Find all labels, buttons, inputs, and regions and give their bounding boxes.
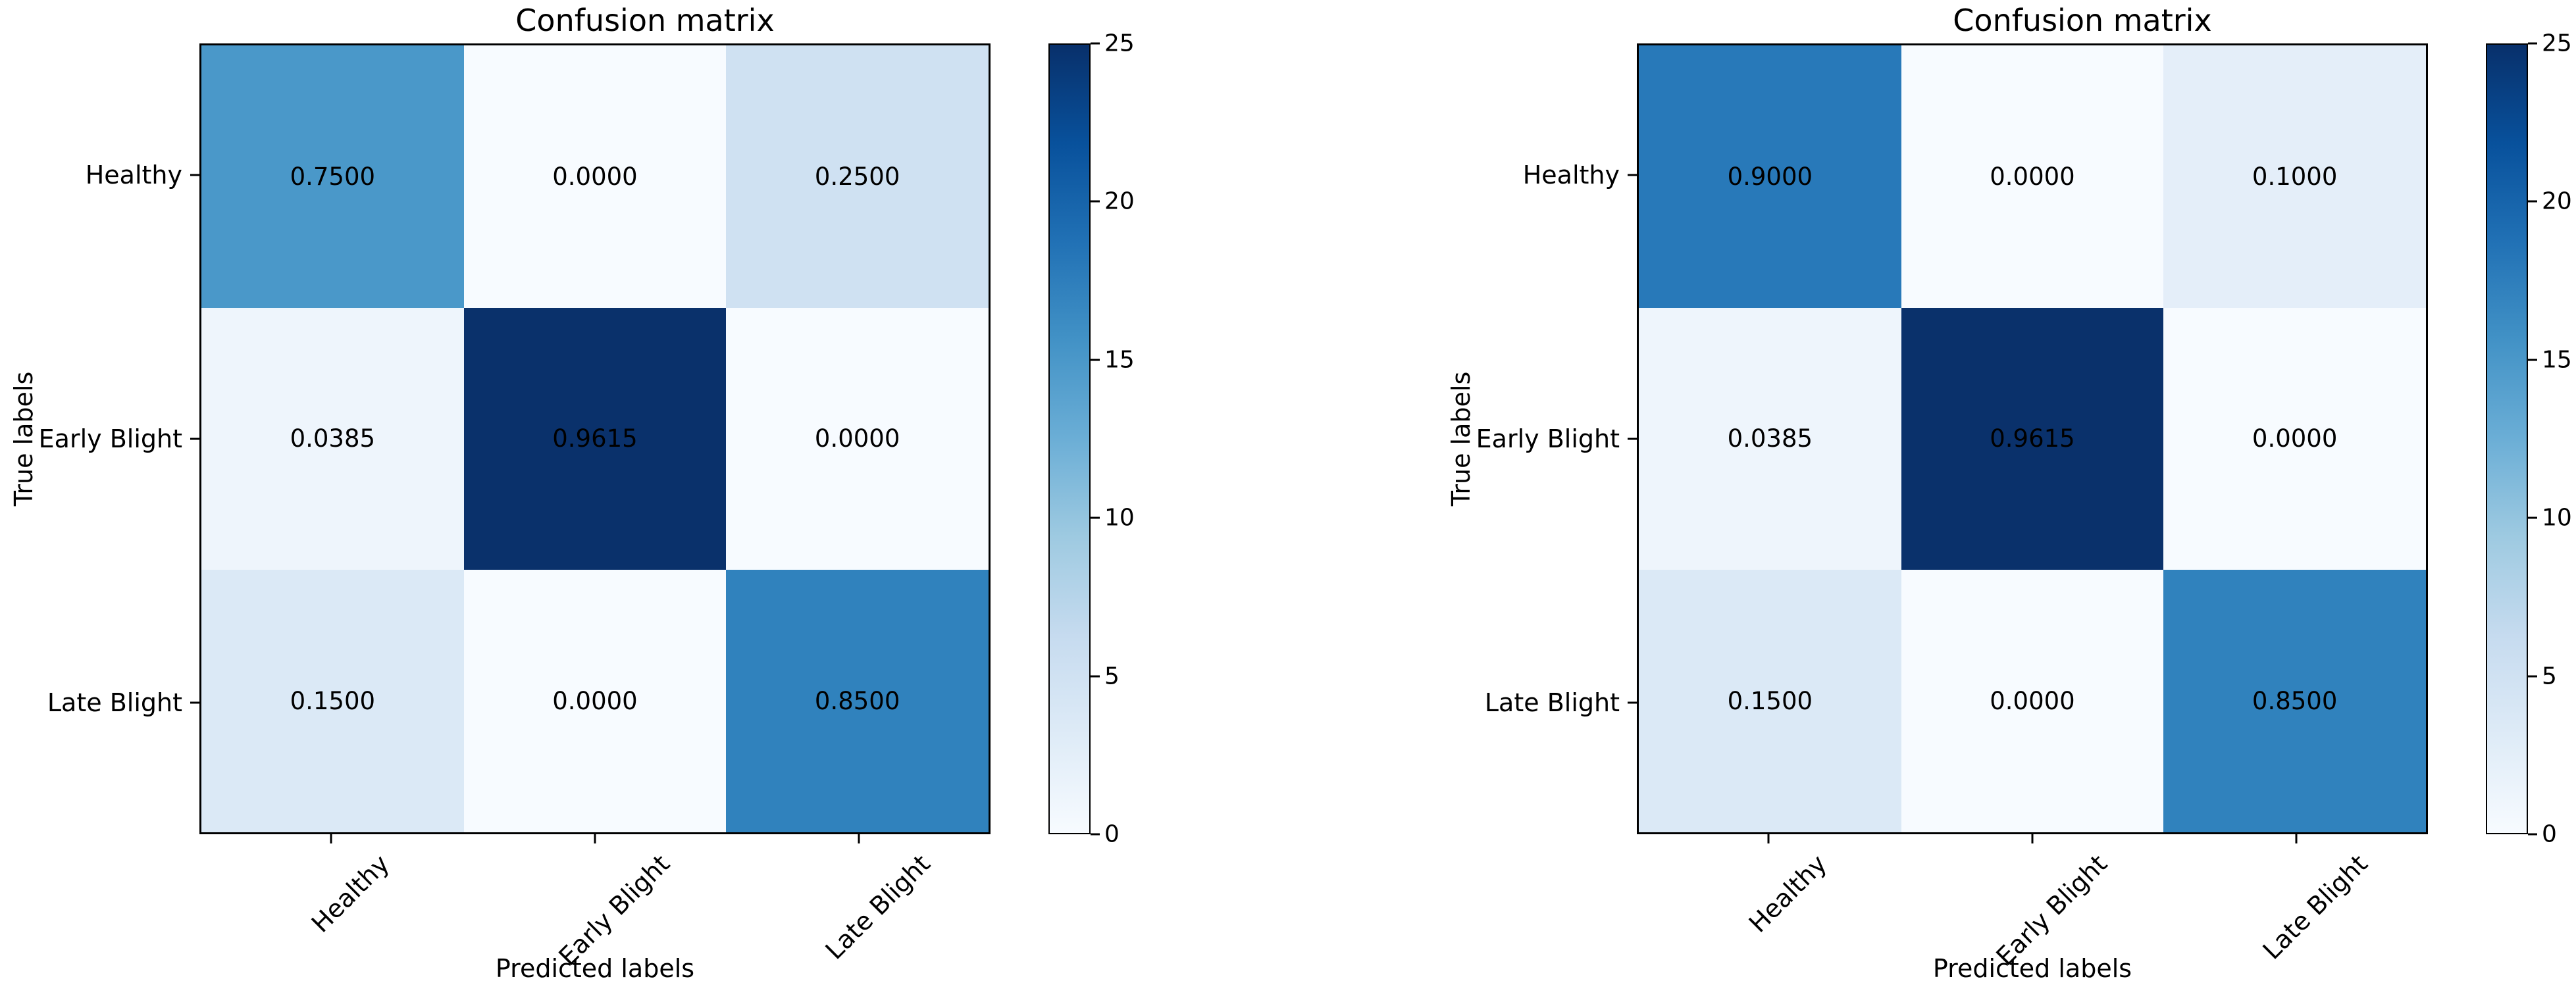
cell-value: 0.1500 <box>1727 687 1813 716</box>
x-tick-label: Late Blight <box>819 849 936 965</box>
chart-title: Confusion matrix <box>515 3 775 38</box>
colorbar-tick-label: 0 <box>2542 820 2557 848</box>
chart-title: Confusion matrix <box>1953 3 2212 38</box>
colorbar-tick-label: 15 <box>1104 346 1135 374</box>
colorbar-tick-label: 0 <box>1104 820 1120 848</box>
cell-value: 0.9615 <box>552 424 638 453</box>
y-tick-mark <box>190 174 199 176</box>
x-tick-mark <box>858 834 860 843</box>
cell-value: 0.1000 <box>2252 162 2338 191</box>
colorbar-tick-label: 10 <box>2542 504 2572 532</box>
heatmap-cell: 0.2500 <box>726 45 989 308</box>
x-tick-mark <box>594 834 596 843</box>
colorbar-tick-mark <box>1091 359 1100 361</box>
y-tick-label: Healthy <box>1522 161 1620 190</box>
x-tick-label: Early Blight <box>553 849 675 972</box>
y-tick-mark <box>1628 438 1637 440</box>
colorbar-tick-label: 20 <box>1104 188 1135 215</box>
cell-value: 0.0000 <box>552 162 638 191</box>
cell-value: 0.9615 <box>1990 424 2075 453</box>
colorbar <box>1048 43 1091 834</box>
heatmap-axes: 0.7500 0.0000 0.2500 0.0385 0.9615 0.0000 0.15… <box>199 43 991 834</box>
x-tick-mark <box>2295 834 2298 843</box>
heatmap-cell: 0.0000 <box>1901 45 2164 308</box>
y-tick-label: Early Blight <box>1476 424 1620 453</box>
x-axis-label: Predicted labels <box>495 954 695 983</box>
heatmap-cell: 0.0000 <box>463 45 727 308</box>
colorbar-tick-mark <box>2528 359 2537 361</box>
heatmap-grid: 0.9000 0.0000 0.1000 0.0385 0.9615 0.0000 0.15… <box>1639 45 2426 832</box>
heatmap-cell: 0.9615 <box>463 307 727 570</box>
y-tick-mark <box>190 438 199 440</box>
colorbar-tick-mark <box>1091 200 1100 203</box>
cell-value: 0.0000 <box>814 424 900 453</box>
colorbar-tick-mark <box>1091 516 1100 519</box>
cell-value: 0.8500 <box>814 687 900 716</box>
colorbar-tick-mark <box>2528 675 2537 678</box>
x-tick-label: Healthy <box>305 849 396 938</box>
heatmap-axes: 0.9000 0.0000 0.1000 0.0385 0.9615 0.0000 0.15… <box>1637 43 2428 834</box>
heatmap-cell: 0.0000 <box>1901 570 2164 832</box>
confusion-matrix-panel-right: Confusion matrix True labels 0.9000 0.000… <box>1437 0 2576 1004</box>
heatmap-cell: 0.1500 <box>201 570 464 832</box>
heatmap-cell: 0.0000 <box>463 570 727 832</box>
heatmap-cell: 0.0000 <box>2163 307 2426 570</box>
colorbar-tick-label: 15 <box>2542 346 2572 374</box>
colorbar-tick-mark <box>1091 675 1100 678</box>
colorbar-tick-label: 5 <box>2542 663 2557 690</box>
cell-value: 0.8500 <box>2252 687 2338 716</box>
heatmap-cell: 0.0000 <box>726 307 989 570</box>
y-tick-label: Healthy <box>85 161 182 190</box>
y-tick-label: Late Blight <box>1484 688 1620 717</box>
heatmap-grid: 0.7500 0.0000 0.2500 0.0385 0.9615 0.0000 0.15… <box>201 45 989 832</box>
cell-value: 0.9000 <box>1727 162 1813 191</box>
colorbar-tick-mark <box>2528 833 2537 836</box>
heatmap-cell: 0.1000 <box>2163 45 2426 308</box>
x-tick-label: Healthy <box>1743 849 1833 938</box>
cell-value: 0.7500 <box>290 162 376 191</box>
colorbar-tick-label: 10 <box>1104 504 1135 532</box>
colorbar-tick-mark <box>1091 833 1100 836</box>
heatmap-cell: 0.9615 <box>1901 307 2164 570</box>
x-tick-label: Late Blight <box>2257 849 2373 965</box>
heatmap-cell: 0.7500 <box>201 45 464 308</box>
y-tick-label: Early Blight <box>38 424 182 453</box>
cell-value: 0.1500 <box>290 687 376 716</box>
y-tick-label: Late Blight <box>47 688 182 717</box>
heatmap-cell: 0.0385 <box>1639 307 1901 570</box>
heatmap-cell: 0.0385 <box>201 307 464 570</box>
colorbar-tick-label: 25 <box>2542 30 2572 57</box>
heatmap-cell: 0.1500 <box>1639 570 1901 832</box>
colorbar-tick-label: 20 <box>2542 188 2572 215</box>
cell-value: 0.0385 <box>1727 424 1813 453</box>
cell-value: 0.0000 <box>2252 424 2338 453</box>
x-axis-label: Predicted labels <box>1932 954 2132 983</box>
colorbar-tick-mark <box>2528 42 2537 45</box>
x-tick-mark <box>330 834 332 843</box>
colorbar-tick-mark <box>2528 200 2537 203</box>
colorbar-tick-label: 25 <box>1104 30 1135 57</box>
colorbar-tick-mark <box>1091 42 1100 45</box>
colorbar-tick-label: 5 <box>1104 663 1120 690</box>
x-tick-label: Early Blight <box>1990 849 2113 972</box>
y-tick-mark <box>1628 174 1637 176</box>
y-tick-mark <box>1628 701 1637 704</box>
heatmap-cell: 0.8500 <box>2163 570 2426 832</box>
colorbar-tick-mark <box>2528 516 2537 519</box>
cell-value: 0.0000 <box>1990 687 2075 716</box>
cell-value: 0.0000 <box>1990 162 2075 191</box>
cell-value: 0.0385 <box>290 424 376 453</box>
cell-value: 0.2500 <box>814 162 900 191</box>
heatmap-cell: 0.9000 <box>1639 45 1901 308</box>
colorbar <box>2486 43 2528 834</box>
heatmap-cell: 0.8500 <box>726 570 989 832</box>
confusion-matrix-panel-left: Confusion matrix True labels 0.7500 0.000… <box>9 3 1135 983</box>
cell-value: 0.0000 <box>552 687 638 716</box>
x-tick-mark <box>2031 834 2034 843</box>
x-tick-mark <box>1767 834 1770 843</box>
y-tick-mark <box>190 701 199 704</box>
